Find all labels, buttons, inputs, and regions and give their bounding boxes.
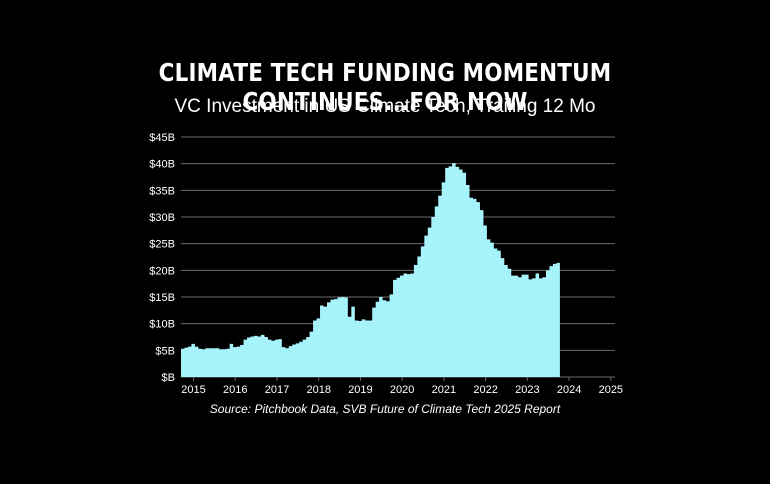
x-tick-label: 2020	[390, 384, 414, 396]
x-axis: 2015 2016 2017 2018 2019 2020 2021 2022 2023 2024…	[181, 377, 623, 396]
y-tick-label: $30B	[149, 212, 175, 224]
x-tick-label: 2016	[223, 384, 247, 396]
y-tick-label: $45B	[149, 132, 175, 144]
x-tick-label: 2022	[473, 384, 497, 396]
source-note: Source: Pitchbook Data, SVB Future of Cl…	[209, 402, 561, 416]
y-tick-label: $35B	[149, 185, 175, 197]
data-area-series	[181, 163, 560, 377]
funding-area	[181, 163, 560, 377]
x-tick-label: 2021	[432, 384, 456, 396]
y-tick-label: $25B	[149, 239, 175, 251]
y-tick-label: $15B	[149, 292, 175, 304]
y-tick-label: $B	[162, 372, 175, 384]
chart-title: CLIMATE TECH FUNDING MOMENTUM CONTINUES.…	[158, 58, 612, 116]
y-tick-label: $40B	[149, 159, 175, 171]
x-tick-label: 2025	[599, 384, 623, 396]
x-tick-label: 2024	[557, 384, 581, 396]
chart-subtitle: VC Investment in US Climate Tech, Traili…	[174, 96, 596, 117]
x-tick-label: 2017	[265, 384, 289, 396]
x-tick-label: 2018	[306, 384, 330, 396]
y-axis: $B $5B $10B $15B $20B $25B $30B $35B $40B $45B	[149, 132, 175, 384]
x-tick-label: 2015	[181, 384, 205, 396]
y-tick-label: $20B	[149, 265, 175, 277]
y-tick-label: $5B	[155, 345, 175, 357]
y-tick-label: $10B	[149, 319, 175, 331]
x-tick-label: 2019	[348, 384, 372, 396]
x-tick-label: 2023	[515, 384, 539, 396]
